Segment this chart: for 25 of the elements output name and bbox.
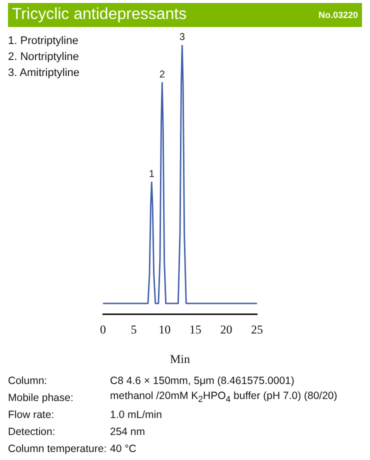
text: 3. Amitriptyline (8, 66, 80, 81)
x-tick-label: 20 (220, 322, 232, 337)
text: 1.0 mL/min (110, 408, 162, 420)
text: 40 °C (110, 442, 136, 454)
text: Flow rate: (8, 408, 56, 420)
x-axis-title: Min (170, 352, 190, 366)
x-tick-label: 10 (158, 322, 171, 337)
x-tick-label: 25 (251, 322, 263, 337)
text: methanol /20mM K$_{2}$HPO$_{4}$ buffer (pH 7.0) (80/20) (110, 390, 338, 405)
x-tick-label: 15 (189, 322, 202, 337)
annotation: 2 (159, 69, 166, 80)
text: Mobile phase: (8, 392, 74, 404)
x-tick-label: 5 (130, 322, 137, 337)
text: Column temperature: (8, 442, 108, 454)
text: No.03220 (318, 10, 358, 20)
text: 1. Protriptyline (8, 34, 80, 49)
text: 254 nm (110, 426, 146, 438)
text: Column: (8, 374, 48, 386)
text: Detection: (8, 426, 56, 438)
text: 2. Nortriptyline (8, 50, 80, 65)
annotation: 1 (148, 169, 155, 180)
x-tick-label: 0 (100, 322, 106, 337)
annotation: 3 (179, 32, 186, 43)
text: C8 4.6 × 150mm, 5μm (8.461575.0001) (110, 374, 294, 386)
chart-title: Tricyclic antidepressants (12, 6, 187, 24)
